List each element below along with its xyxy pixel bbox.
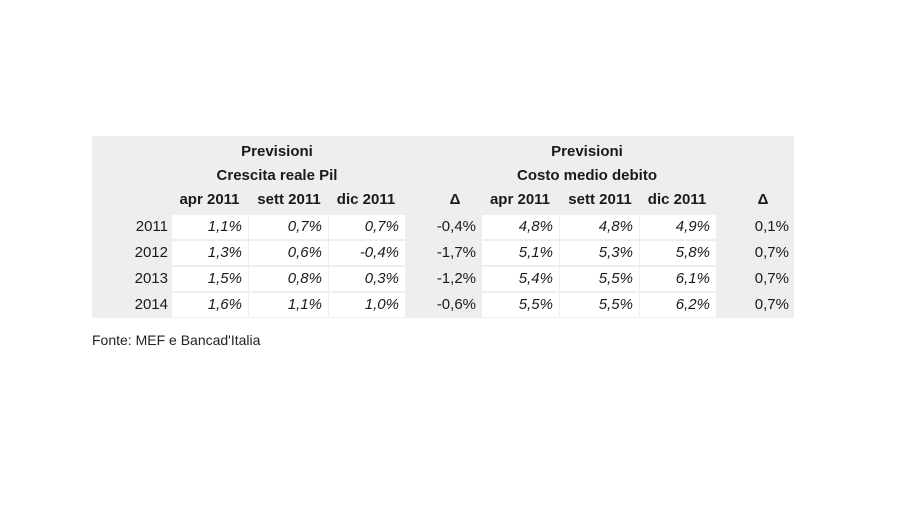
cell-value: 0,8% <box>287 270 322 287</box>
cell-value: 5,5% <box>598 296 633 313</box>
group2-title: Previsioni <box>551 143 623 160</box>
table-cell: 0,7% <box>249 215 328 239</box>
row-year: 2011 <box>135 218 168 235</box>
cell-value: -0,4% <box>436 218 476 235</box>
cell-value: 4,9% <box>675 218 710 235</box>
cell-value: 0,7% <box>754 270 789 287</box>
col-header: dic 2011 <box>336 191 396 208</box>
cell-value: 1,1% <box>287 296 322 313</box>
table-cell: 5,3% <box>560 241 639 265</box>
cell-value: 4,8% <box>518 218 553 235</box>
cell-value: 1,3% <box>207 244 242 261</box>
cell-value: 4,8% <box>598 218 633 235</box>
table-cell: -1,7% <box>406 241 482 265</box>
group2-subtitle: Costo medio debito <box>517 167 657 184</box>
col-header-delta: Δ <box>757 191 769 208</box>
forecast-table: Previsioni Crescita reale Pil Previsioni… <box>92 136 794 318</box>
col-header: apr 2011 <box>179 191 240 208</box>
cell-value: 5,4% <box>518 270 553 287</box>
table-cell: 0,7% <box>717 267 795 291</box>
table-cell: 6,2% <box>640 293 716 317</box>
table-cell: 1,3% <box>172 241 248 265</box>
table-cell: 5,5% <box>482 293 559 317</box>
cell-value: 5,8% <box>675 244 710 261</box>
cell-value: 0,1% <box>754 218 789 235</box>
group1-title: Previsioni <box>241 143 313 160</box>
table-cell: 1,5% <box>172 267 248 291</box>
table-cell: 5,4% <box>482 267 559 291</box>
cell-value: 6,2% <box>675 296 710 313</box>
col-header: dic 2011 <box>647 191 707 208</box>
table-cell: 1,0% <box>329 293 405 317</box>
source-note: Fonte: MEF e Bancad'Italia <box>92 332 261 348</box>
table-cell: 6,1% <box>640 267 716 291</box>
row-year: 2014 <box>134 296 168 313</box>
table-cell: 1,1% <box>249 293 328 317</box>
cell-value: -0,4% <box>359 244 399 261</box>
table-cell: 0,7% <box>717 293 795 317</box>
cell-value: 5,5% <box>518 296 553 313</box>
table-cell: -0,6% <box>406 293 482 317</box>
table-cell: 5,5% <box>560 267 639 291</box>
cell-value: 0,7% <box>754 296 789 313</box>
table-cell: 5,8% <box>640 241 716 265</box>
table-cell: 5,1% <box>482 241 559 265</box>
col-header: sett 2011 <box>568 191 632 208</box>
row-year: 2012 <box>134 244 168 261</box>
table-cell: 0,7% <box>717 241 795 265</box>
cell-value: 5,5% <box>598 270 633 287</box>
table-cell: 4,8% <box>560 215 639 239</box>
cell-value: 5,3% <box>598 244 633 261</box>
cell-value: -0,6% <box>436 296 476 313</box>
table-cell: 4,8% <box>482 215 559 239</box>
cell-value: 5,1% <box>518 244 553 261</box>
table-cell: -1,2% <box>406 267 482 291</box>
col-header: apr 2011 <box>489 191 551 208</box>
table-cell: 1,1% <box>172 215 248 239</box>
row-year: 2013 <box>134 270 168 287</box>
table-cell: 0,7% <box>329 215 405 239</box>
table-cell: 0,1% <box>717 215 795 239</box>
cell-value: -1,2% <box>436 270 476 287</box>
cell-value: 1,6% <box>207 296 242 313</box>
table-cell: 0,3% <box>329 267 405 291</box>
table-cell: 4,9% <box>640 215 716 239</box>
cell-value: 0,3% <box>364 270 399 287</box>
cell-value: 0,7% <box>364 218 399 235</box>
cell-value: 1,5% <box>207 270 242 287</box>
table-cell: 0,8% <box>249 267 328 291</box>
cell-value: 0,7% <box>754 244 789 261</box>
table-cell: 1,6% <box>172 293 248 317</box>
col-header-delta: Δ <box>449 191 461 208</box>
cell-value: 6,1% <box>675 270 710 287</box>
cell-value: 1,1% <box>207 218 242 235</box>
group1-subtitle: Crescita reale Pil <box>216 167 338 184</box>
table-cell: 5,5% <box>560 293 639 317</box>
col-header: sett 2011 <box>257 191 321 208</box>
table-cell: 0,6% <box>249 241 328 265</box>
cell-value: 1,0% <box>364 296 399 313</box>
cell-value: -1,7% <box>436 244 476 261</box>
cell-value: 0,7% <box>287 218 322 235</box>
table-cell: -0,4% <box>406 215 482 239</box>
table-cell: -0,4% <box>329 241 405 265</box>
cell-value: 0,6% <box>287 244 322 261</box>
